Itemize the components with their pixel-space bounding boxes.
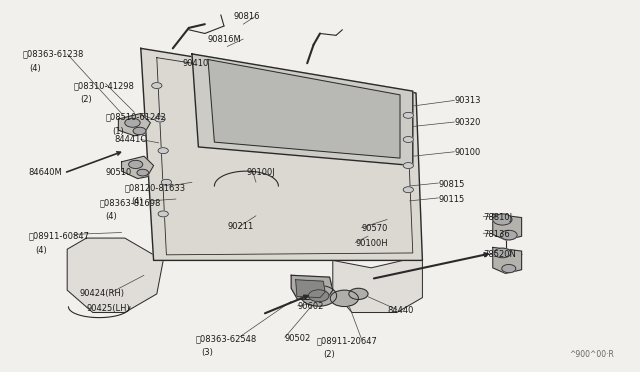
Text: 90100H: 90100H xyxy=(355,239,388,248)
Text: (4): (4) xyxy=(106,212,117,221)
Text: (2): (2) xyxy=(80,95,92,104)
Text: 90410: 90410 xyxy=(182,59,209,68)
Circle shape xyxy=(502,264,516,273)
Circle shape xyxy=(155,116,165,122)
Text: 90510: 90510 xyxy=(106,169,132,177)
Text: 90211: 90211 xyxy=(227,222,253,231)
Circle shape xyxy=(158,211,168,217)
Text: 90570: 90570 xyxy=(362,224,388,233)
Text: 84440: 84440 xyxy=(387,306,413,315)
Text: (2): (2) xyxy=(323,350,335,359)
Text: 90816: 90816 xyxy=(234,12,260,21)
Polygon shape xyxy=(118,113,150,136)
Circle shape xyxy=(494,248,511,258)
Text: 90320: 90320 xyxy=(454,118,481,127)
Text: 78810J: 78810J xyxy=(483,213,513,222)
Text: ^900^00·R: ^900^00·R xyxy=(570,350,614,359)
Circle shape xyxy=(493,214,512,225)
Polygon shape xyxy=(122,156,154,179)
Polygon shape xyxy=(296,280,325,298)
Text: 90425(LH): 90425(LH) xyxy=(86,304,130,312)
Circle shape xyxy=(403,163,413,169)
Text: 84640M: 84640M xyxy=(29,169,63,177)
Text: 90502: 90502 xyxy=(285,334,311,343)
Text: 78136: 78136 xyxy=(483,230,510,239)
Text: (3): (3) xyxy=(202,348,214,357)
Circle shape xyxy=(330,290,358,307)
Text: Ⓝ08510-61242: Ⓝ08510-61242 xyxy=(106,113,166,122)
Text: 90424(RH): 90424(RH) xyxy=(80,289,125,298)
Polygon shape xyxy=(67,238,163,312)
Polygon shape xyxy=(141,48,422,260)
Polygon shape xyxy=(291,275,333,299)
Text: Ⓝ08363-81698: Ⓝ08363-81698 xyxy=(99,198,161,207)
Text: Ⓐ08120-81633: Ⓐ08120-81633 xyxy=(125,183,186,192)
Circle shape xyxy=(403,137,413,142)
Circle shape xyxy=(403,112,413,118)
Polygon shape xyxy=(493,247,522,273)
Text: 78520N: 78520N xyxy=(483,250,516,259)
Polygon shape xyxy=(192,54,413,166)
Text: (1): (1) xyxy=(112,127,124,136)
Circle shape xyxy=(308,290,329,302)
Circle shape xyxy=(137,169,148,176)
Circle shape xyxy=(133,127,146,135)
Text: Ⓝ08363-61238: Ⓝ08363-61238 xyxy=(22,49,84,58)
Polygon shape xyxy=(493,214,522,240)
Text: 90115: 90115 xyxy=(438,195,465,203)
Text: 90313: 90313 xyxy=(454,96,481,105)
Text: 90815: 90815 xyxy=(438,180,465,189)
Text: (4): (4) xyxy=(35,246,47,255)
Text: 90100: 90100 xyxy=(454,148,481,157)
Text: Ⓜ08911-20647: Ⓜ08911-20647 xyxy=(317,336,378,345)
Circle shape xyxy=(301,285,337,306)
Text: 84441C: 84441C xyxy=(114,135,146,144)
Circle shape xyxy=(158,148,168,154)
Circle shape xyxy=(125,118,140,127)
Text: Ⓝ08363-62548: Ⓝ08363-62548 xyxy=(195,334,257,343)
Circle shape xyxy=(500,230,517,240)
Text: (4): (4) xyxy=(29,64,40,73)
Polygon shape xyxy=(333,253,422,312)
Circle shape xyxy=(403,187,413,193)
Text: 90602: 90602 xyxy=(298,302,324,311)
Text: 90816M: 90816M xyxy=(208,35,242,44)
Circle shape xyxy=(152,83,162,89)
Text: (4): (4) xyxy=(131,198,143,206)
Text: Ⓝ08310-41298: Ⓝ08310-41298 xyxy=(74,81,134,90)
Text: Ⓜ08911-60847: Ⓜ08911-60847 xyxy=(29,232,90,241)
Polygon shape xyxy=(208,60,400,158)
Circle shape xyxy=(349,288,368,299)
Text: 90100J: 90100J xyxy=(246,169,275,177)
Circle shape xyxy=(129,160,143,169)
Circle shape xyxy=(161,179,172,185)
